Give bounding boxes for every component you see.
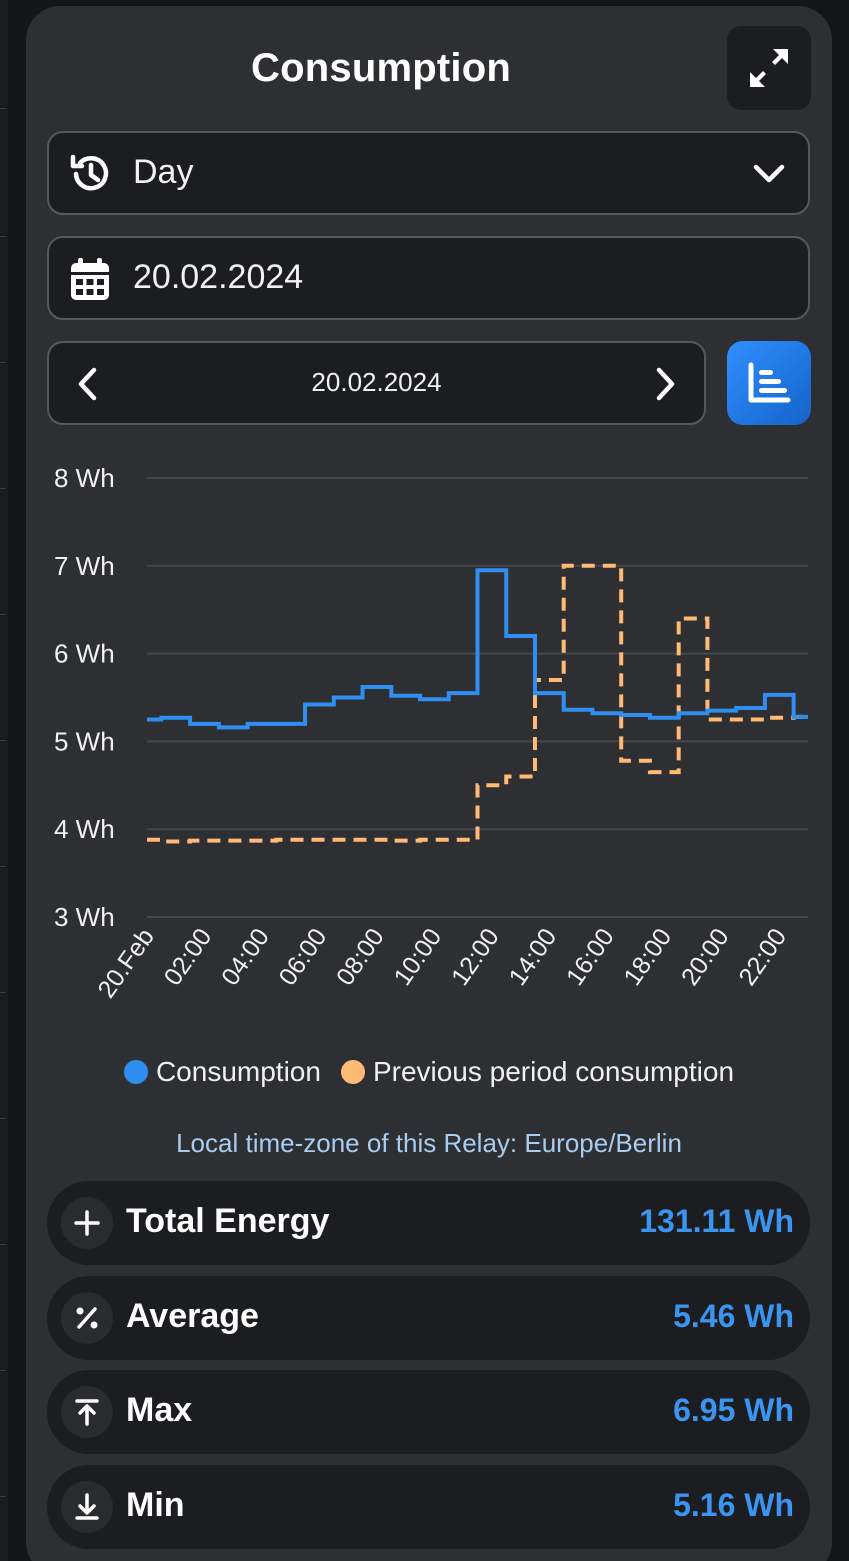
- left-edge-strip: [0, 0, 8, 1561]
- x-tick-label: 20.Feb: [92, 923, 160, 1003]
- plus-icon: [61, 1197, 113, 1249]
- x-tick-label: 12:00: [446, 923, 505, 990]
- legend-label-consumption: Consumption: [155, 1056, 321, 1087]
- y-tick-label: 5 Wh: [54, 726, 115, 756]
- expand-arrows-icon: [750, 49, 788, 87]
- x-tick-label: 08:00: [331, 923, 390, 990]
- y-tick-label: 3 Wh: [54, 902, 115, 932]
- chart-type-button[interactable]: [727, 341, 811, 425]
- card-title: Consumption: [251, 46, 511, 90]
- x-tick-label: 04:00: [216, 923, 275, 990]
- date-value: 20.02.2024: [133, 258, 304, 296]
- bar-chart-icon: [748, 362, 791, 403]
- period-select[interactable]: Day: [47, 131, 810, 215]
- period-value: Day: [133, 153, 194, 191]
- x-tick-label: 10:00: [388, 923, 447, 990]
- chevron-down-icon: [753, 164, 785, 183]
- legend-dot-consumption: [123, 1060, 148, 1084]
- expand-button[interactable]: [727, 26, 811, 110]
- timezone-note: Local time-zone of this Relay: Europe/Be…: [176, 1128, 682, 1158]
- x-tick-label: 20:00: [676, 923, 735, 990]
- stat-max: Max 6.95 Wh: [47, 1370, 810, 1454]
- y-tick-label: 4 Wh: [54, 814, 115, 844]
- y-tick-label: 7 Wh: [54, 551, 115, 581]
- x-tick-label: 06:00: [274, 923, 333, 990]
- date-navigator: 20.02.2024: [47, 341, 706, 425]
- series-line-previous: [147, 563, 808, 844]
- stat-value: 5.16 Wh: [673, 1487, 794, 1523]
- date-field[interactable]: 20.02.2024: [47, 236, 810, 320]
- legend-item-consumption[interactable]: Consumption: [123, 1056, 321, 1088]
- legend-dot-previous: [340, 1060, 365, 1084]
- y-tick-label: 8 Wh: [54, 463, 115, 493]
- x-tick-label: 18:00: [618, 923, 677, 990]
- chevron-right-icon[interactable]: [650, 365, 680, 403]
- stat-value: 6.95 Wh: [673, 1392, 794, 1428]
- x-tick-label: 22:00: [733, 923, 792, 990]
- chart-legend: Consumption Previous period consumption: [26, 1056, 832, 1088]
- series-line-consumption: [147, 568, 808, 730]
- stat-min: Min 5.16 Wh: [47, 1465, 810, 1549]
- consumption-card: Consumption Day 20.02.2024: [26, 6, 832, 1561]
- arrow-up-to-line-icon: [61, 1386, 113, 1438]
- nav-date-label: 20.02.2024: [311, 367, 442, 397]
- stat-label: Total Energy: [126, 1202, 330, 1240]
- stat-label: Min: [126, 1486, 185, 1524]
- x-tick-label: 14:00: [503, 923, 562, 990]
- chevron-left-icon[interactable]: [73, 365, 103, 403]
- history-icon: [70, 154, 109, 191]
- stat-total-energy: Total Energy 131.11 Wh: [47, 1181, 810, 1265]
- x-tick-label: 02:00: [159, 923, 218, 990]
- consumption-chart: 3 Wh 4 Wh 5 Wh 6 Wh 7 Wh 8 Wh 20.Feb02:0004:00…: [54, 463, 808, 1003]
- x-tick-label: 16:00: [561, 923, 620, 990]
- y-tick-label: 6 Wh: [54, 639, 115, 669]
- stat-average: Average 5.46 Wh: [47, 1276, 810, 1360]
- calendar-icon: [71, 258, 109, 300]
- stat-value: 131.11 Wh: [639, 1203, 794, 1239]
- legend-label-previous: Previous period consumption: [372, 1056, 735, 1087]
- percent-icon: [61, 1292, 113, 1344]
- arrow-down-to-line-icon: [61, 1481, 113, 1533]
- stat-label: Max: [126, 1391, 193, 1429]
- stat-value: 5.46 Wh: [673, 1298, 794, 1334]
- legend-item-previous[interactable]: Previous period consumption: [340, 1056, 735, 1088]
- stat-label: Average: [126, 1297, 259, 1335]
